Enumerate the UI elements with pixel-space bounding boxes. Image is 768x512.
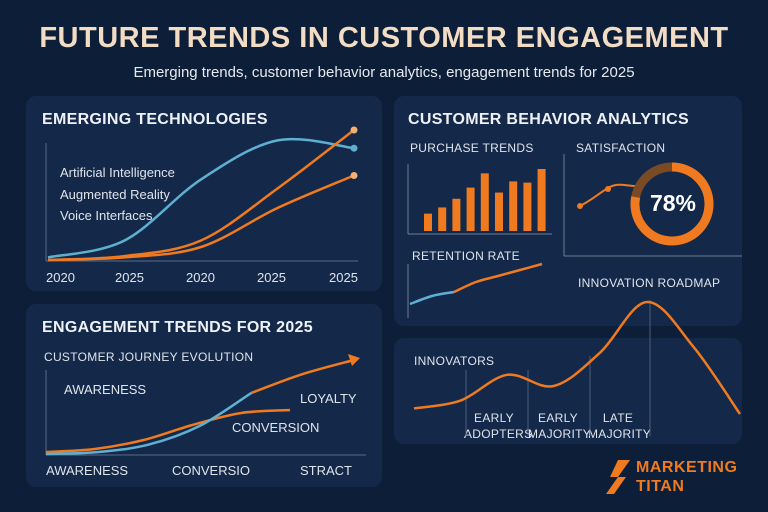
- segment-late-majority-line1: LATE: [602, 411, 634, 425]
- retention-rate-chart: [409, 262, 543, 306]
- engagement-series-line-0: [45, 408, 291, 454]
- segment-late-majority: LATE MAJORITY: [588, 410, 652, 442]
- customer-journey-label: CUSTOMER JOURNEY EVOLUTION: [44, 350, 254, 364]
- satisfaction-value: 78%: [649, 190, 697, 216]
- x-tick-0: 2020: [46, 270, 75, 285]
- series-end-point-2: [350, 172, 358, 179]
- x-tick-stract: STRACT: [300, 463, 352, 478]
- legend-item-voice: Voice Interfaces: [60, 208, 153, 223]
- brand-icon: [606, 460, 630, 494]
- x-tick-2: 2020: [186, 270, 215, 285]
- innovation-roadmap-chart: [413, 300, 742, 415]
- purchase-bar-8: [537, 169, 546, 231]
- purchase-trends-chart: [424, 169, 546, 231]
- adoption-panel: INNOVATORS EARLY ADOPTERS EARLY MAJORITY…: [394, 338, 742, 444]
- customer-behavior-panel: CUSTOMER BEHAVIOR ANALYTICS PURCHASE TRE…: [394, 96, 742, 326]
- engagement-trends-title: ENGAGEMENT TRENDS FOR 2025: [42, 319, 313, 336]
- legend-item-ai: Artificial Intelligence: [60, 165, 175, 180]
- purchase-bar-5: [495, 192, 503, 231]
- analytics-dividers: [407, 154, 742, 318]
- brand-name-line2: TITAN: [636, 478, 685, 495]
- series-end-point-1: [350, 126, 358, 134]
- roadmap-line: [413, 300, 742, 415]
- engagement-series-line-1: [250, 358, 355, 395]
- series-line-2: [47, 174, 355, 262]
- satisfaction-label: SATISFACTION: [576, 141, 666, 155]
- segment-early-adopters: EARLY ADOPTERS: [464, 410, 533, 442]
- x-tick-4: 2025: [329, 270, 358, 285]
- purchase-bar-2: [452, 198, 461, 231]
- customer-behavior-title: CUSTOMER BEHAVIOR ANALYTICS: [408, 111, 690, 128]
- x-tick-3: 2025: [257, 270, 286, 285]
- segment-late-majority-line2: MAJORITY: [588, 427, 652, 441]
- engagement-trends-panel: ENGAGEMENT TRENDS FOR 2025 CUSTOMER JOUR…: [26, 304, 382, 487]
- retention-line-start: [409, 290, 455, 306]
- annotation-awareness: AWARENESS: [64, 382, 147, 397]
- purchase-trends-label: PURCHASE TRENDS: [410, 141, 534, 155]
- segment-early-adopters-line1: EARLY: [474, 411, 514, 425]
- segment-early-majority: EARLY MAJORITY: [528, 410, 592, 442]
- innovators-label: INNOVATORS: [414, 354, 495, 368]
- satisfaction-trend-point-start: [577, 203, 583, 209]
- satisfaction-ring-value: [630, 162, 714, 246]
- retention-rate-label: RETENTION RATE: [412, 249, 520, 263]
- legend-item-ar: Augmented Reality: [60, 187, 170, 202]
- satisfaction-trend-point-mid: [605, 186, 611, 192]
- innovation-roadmap-label: INNOVATION ROADMAP: [578, 276, 721, 290]
- x-tick-awareness: AWARENESS: [46, 463, 129, 478]
- engagement-arrowhead: [348, 354, 360, 366]
- purchase-bar-4: [480, 173, 489, 231]
- purchase-bar-1: [438, 207, 447, 231]
- segment-early-adopters-line2: ADOPTERS: [464, 427, 533, 441]
- series-end-point-0: [350, 144, 358, 152]
- annotation-loyalty: LOYALTY: [300, 391, 357, 406]
- purchase-bar-7: [523, 182, 532, 231]
- emerging-technologies-chart: [45, 126, 358, 262]
- segment-early-majority-line1: EARLY: [538, 411, 578, 425]
- satisfaction-chart: [577, 162, 714, 246]
- series-line-0: [47, 137, 355, 259]
- emerging-technologies-title: EMERGING TECHNOLOGIES: [42, 111, 268, 128]
- purchase-bar-6: [509, 181, 518, 231]
- page-subtitle: Emerging trends, customer behavior analy…: [133, 64, 635, 81]
- purchase-bar-3: [466, 187, 475, 231]
- page-title: FUTURE TRENDS IN CUSTOMER ENGAGEMENT: [39, 22, 729, 54]
- engagement-series-line-1-start: [45, 391, 253, 456]
- segment-early-majority-line2: MAJORITY: [528, 427, 592, 441]
- annotation-conversion: CONVERSION: [232, 420, 320, 435]
- x-tick-1: 2025: [115, 270, 144, 285]
- engagement-trends-chart: [45, 354, 366, 456]
- x-tick-conversio: CONVERSIO: [172, 463, 251, 478]
- brand-name-line1: MARKETING: [636, 459, 738, 476]
- purchase-bar-0: [424, 213, 432, 231]
- retention-line: [453, 262, 543, 294]
